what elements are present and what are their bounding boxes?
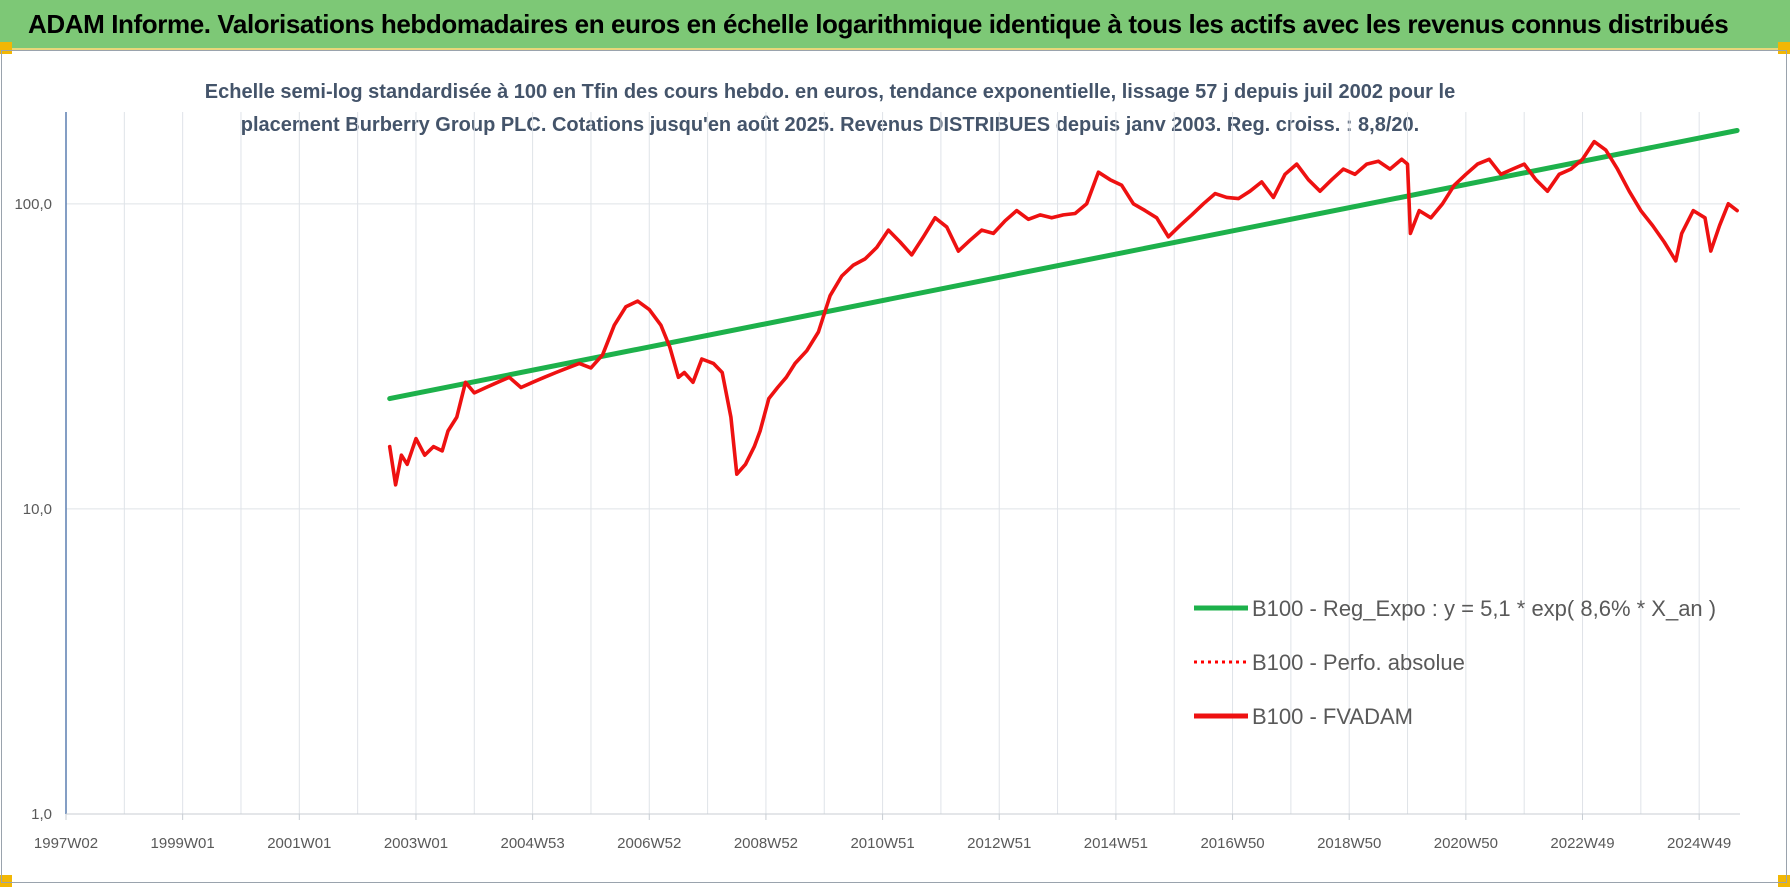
header-bar: ADAM Informe. Valorisations hebdomadaire… (0, 0, 1790, 50)
chart-title-line-1: Echelle semi-log standardisée à 100 en T… (204, 81, 1456, 103)
x-tick-label: 2020W50 (1434, 835, 1498, 852)
x-tick-label: 1997W02 (34, 835, 98, 852)
x-tick-label: 2012W51 (967, 835, 1031, 852)
y-tick-label: 100,0 (14, 196, 52, 213)
x-tick-label: 2010W51 (850, 835, 914, 852)
chart-title: Echelle semi-log standardisée à 100 en T… (180, 76, 1480, 142)
legend: B100 - Reg_Expo : y = 5,1 * exp( 8,6% * … (1194, 596, 1716, 729)
x-tick-label: 2003W01 (384, 835, 448, 852)
regression-line (387, 128, 1740, 402)
corner-marker-bottom-right (1778, 875, 1790, 887)
axes: 1,0 10,0 100,0 1997W02 1999W01 2001W01 2003W01… (14, 112, 1740, 852)
x-tick-label: 2022W49 (1550, 835, 1614, 852)
corner-marker-top-right (1778, 42, 1790, 54)
x-tick-label: 2014W51 (1084, 835, 1148, 852)
x-tick-label: 2016W50 (1200, 835, 1264, 852)
legend-label: B100 - FVADAM (1252, 704, 1413, 729)
chart-title-line-2: placement Burberry Group PLC. Cotations … (240, 114, 1420, 136)
corner-marker-bottom-left (0, 875, 12, 887)
y-tick-label: 1,0 (31, 806, 52, 823)
page-title: ADAM Informe. Valorisations hebdomadaire… (28, 9, 1729, 39)
chart-frame (1, 50, 1787, 883)
series-layer (387, 128, 1740, 487)
x-tick-label: 2008W52 (734, 835, 798, 852)
x-tick-label: 2001W01 (267, 835, 331, 852)
legend-label: B100 - Reg_Expo : y = 5,1 * exp( 8,6% * … (1252, 596, 1716, 621)
grid-lines (65, 112, 1740, 815)
x-tick-label: 1999W01 (151, 835, 215, 852)
x-tick-label: 2024W49 (1667, 835, 1731, 852)
fvadam-line (387, 139, 1739, 487)
corner-marker-top-left (0, 42, 12, 54)
legend-label: B100 - Perfo. absolue (1252, 650, 1465, 675)
x-tick-label: 2018W50 (1317, 835, 1381, 852)
x-tick-label: 2006W52 (617, 835, 681, 852)
y-tick-label: 10,0 (23, 501, 52, 518)
x-tick-label: 2004W53 (501, 835, 565, 852)
